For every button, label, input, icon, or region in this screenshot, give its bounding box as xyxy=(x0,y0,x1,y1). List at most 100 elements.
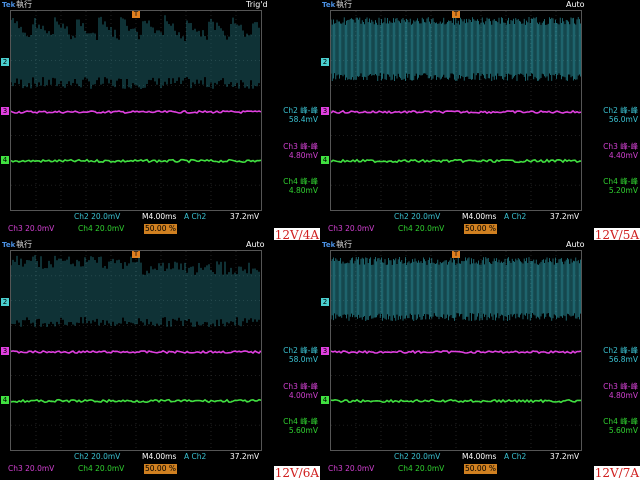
condition-label: 12V/5A xyxy=(593,228,640,240)
ch4-measurement: Ch4 峰-峰 5.60mV xyxy=(283,417,318,435)
waveform-display xyxy=(11,11,261,210)
ch4-marker: 4 xyxy=(321,156,329,164)
time-scale: M4.00ms xyxy=(142,212,177,221)
ch4-scale: Ch4 20.0mV xyxy=(398,224,445,233)
waveform-grid xyxy=(10,250,262,451)
brand-logo: Tek xyxy=(322,1,336,9)
status-bar: Tek 執行 Auto xyxy=(320,0,640,10)
trigger-position: 50.00 % xyxy=(464,464,497,474)
trigger-level: 37.2mV xyxy=(230,452,260,461)
ch2-measurement: Ch2 峰-峰 56.8mV xyxy=(603,346,638,364)
ch2-measurement: Ch2 峰-峰 56.0mV xyxy=(603,106,638,124)
ch3-scale: Ch3 20.0mV xyxy=(328,464,375,473)
ch4-trace xyxy=(331,398,581,404)
ch3-trace xyxy=(11,109,261,114)
trigger-channel: A Ch2 xyxy=(184,212,207,221)
ch3-scale: Ch3 20.0mV xyxy=(328,224,375,233)
ch2-marker: 2 xyxy=(1,298,9,306)
ch3-trace xyxy=(331,349,581,355)
run-status: 執行 xyxy=(336,240,352,249)
settings-row-1: Ch2 20.0mV M4.00ms A Ch2 37.2mV xyxy=(320,452,640,462)
settings-row-2: Ch3 20.0mV Ch4 20.0mV 50.00 % xyxy=(320,464,640,474)
ch3-measurement: Ch3 峰-峰 4.40mV xyxy=(603,142,638,160)
ch4-marker: 4 xyxy=(321,396,329,404)
ch4-scale: Ch4 20.0mV xyxy=(398,464,445,473)
settings-row-2: Ch3 20.0mV Ch4 20.0mV 50.00 % xyxy=(320,224,640,234)
condition-label: 12V/4A xyxy=(273,228,320,240)
trigger-level: 37.2mV xyxy=(230,212,260,221)
ch4-marker: 4 xyxy=(1,156,9,164)
ch3-marker: 3 xyxy=(321,107,329,115)
waveform-grid xyxy=(330,250,582,451)
ch3-marker: 3 xyxy=(1,347,9,355)
time-scale: M4.00ms xyxy=(462,212,497,221)
trigger-level: 37.2mV xyxy=(550,452,580,461)
ch4-measurement: Ch4 峰-峰 5.20mV xyxy=(603,177,638,195)
trigger-channel: A Ch2 xyxy=(184,452,207,461)
trigger-position-marker: T xyxy=(452,10,460,18)
settings-row-1: Ch2 20.0mV M4.00ms A Ch2 37.2mV xyxy=(320,212,640,222)
ch2-scale: Ch2 20.0mV xyxy=(394,212,441,221)
ch4-scale: Ch4 20.0mV xyxy=(78,224,125,233)
ch3-measurement: Ch3 峰-峰 4.80mV xyxy=(283,142,318,160)
trigger-position-marker: T xyxy=(132,10,140,18)
waveform-display xyxy=(331,11,581,210)
ch3-scale: Ch3 20.0mV xyxy=(8,464,55,473)
trigger-state: Auto xyxy=(246,240,265,249)
trigger-position-marker: T xyxy=(132,250,140,258)
ch3-marker: 3 xyxy=(1,107,9,115)
waveform-display xyxy=(11,251,261,450)
ch3-trace xyxy=(11,349,261,355)
trigger-position: 50.00 % xyxy=(144,464,177,474)
brand-logo: Tek xyxy=(2,1,16,9)
ch3-measurement: Ch3 峰-峰 4.00mV xyxy=(283,382,318,400)
scope-panel-2: Tek 執行 Auto T 2 3 4 Ch2 峰-峰 56.0mV Ch3 峰-… xyxy=(320,0,640,240)
ch3-scale: Ch3 20.0mV xyxy=(8,224,55,233)
ch4-trace xyxy=(331,158,581,164)
brand-logo: Tek xyxy=(322,241,336,249)
run-status: 執行 xyxy=(336,0,352,9)
trigger-level: 37.2mV xyxy=(550,212,580,221)
time-scale: M4.00ms xyxy=(462,452,497,461)
run-status: 執行 xyxy=(16,240,32,249)
ch4-trace xyxy=(11,398,261,404)
settings-row-1: Ch2 20.0mV M4.00ms A Ch2 37.2mV xyxy=(0,452,320,462)
scope-panel-1: Tek 執行 Trig'd T 2 3 4 Ch2 峰-峰 58.4mV Ch3 … xyxy=(0,0,320,240)
trigger-position-marker: T xyxy=(452,250,460,258)
ch4-measurement: Ch4 峰-峰 4.80mV xyxy=(283,177,318,195)
settings-row-2: Ch3 20.0mV Ch4 20.0mV 50.00 % xyxy=(0,464,320,474)
status-bar: Tek 執行 Auto xyxy=(0,240,320,250)
scope-panel-4: Tek 執行 Auto T 2 3 4 Ch2 峰-峰 56.8mV Ch3 峰-… xyxy=(320,240,640,480)
ch2-marker: 2 xyxy=(321,58,329,66)
settings-row-2: Ch3 20.0mV Ch4 20.0mV 50.00 % xyxy=(0,224,320,234)
ch4-marker: 4 xyxy=(1,396,9,404)
trigger-state: Auto xyxy=(566,0,585,9)
ch4-measurement: Ch4 峰-峰 5.60mV xyxy=(603,417,638,435)
ch2-marker: 2 xyxy=(1,58,9,66)
ch2-measurement: Ch2 峰-峰 58.0mV xyxy=(283,346,318,364)
waveform-grid xyxy=(330,10,582,211)
trigger-state: Trig'd xyxy=(246,0,268,9)
status-bar: Tek 執行 Trig'd xyxy=(0,0,320,10)
waveform-grid xyxy=(10,10,262,211)
ch4-scale: Ch4 20.0mV xyxy=(78,464,125,473)
run-status: 執行 xyxy=(16,0,32,9)
ch2-measurement: Ch2 峰-峰 58.4mV xyxy=(283,106,318,124)
trigger-channel: A Ch2 xyxy=(504,212,527,221)
status-bar: Tek 執行 Auto xyxy=(320,240,640,250)
waveform-display xyxy=(331,251,581,450)
condition-label: 12V/6A xyxy=(273,466,320,480)
trigger-state: Auto xyxy=(566,240,585,249)
scope-panel-3: Tek 執行 Auto T 2 3 4 Ch2 峰-峰 58.0mV Ch3 峰-… xyxy=(0,240,320,480)
ch2-marker: 2 xyxy=(321,298,329,306)
ch4-trace xyxy=(11,158,261,164)
settings-row-1: Ch2 20.0mV M4.00ms A Ch2 37.2mV xyxy=(0,212,320,222)
time-scale: M4.00ms xyxy=(142,452,177,461)
brand-logo: Tek xyxy=(2,241,16,249)
ch2-scale: Ch2 20.0mV xyxy=(74,212,121,221)
trigger-position: 50.00 % xyxy=(144,224,177,234)
ch3-measurement: Ch3 峰-峰 4.80mV xyxy=(603,382,638,400)
ch2-scale: Ch2 20.0mV xyxy=(394,452,441,461)
ch2-scale: Ch2 20.0mV xyxy=(74,452,121,461)
trigger-position: 50.00 % xyxy=(464,224,497,234)
